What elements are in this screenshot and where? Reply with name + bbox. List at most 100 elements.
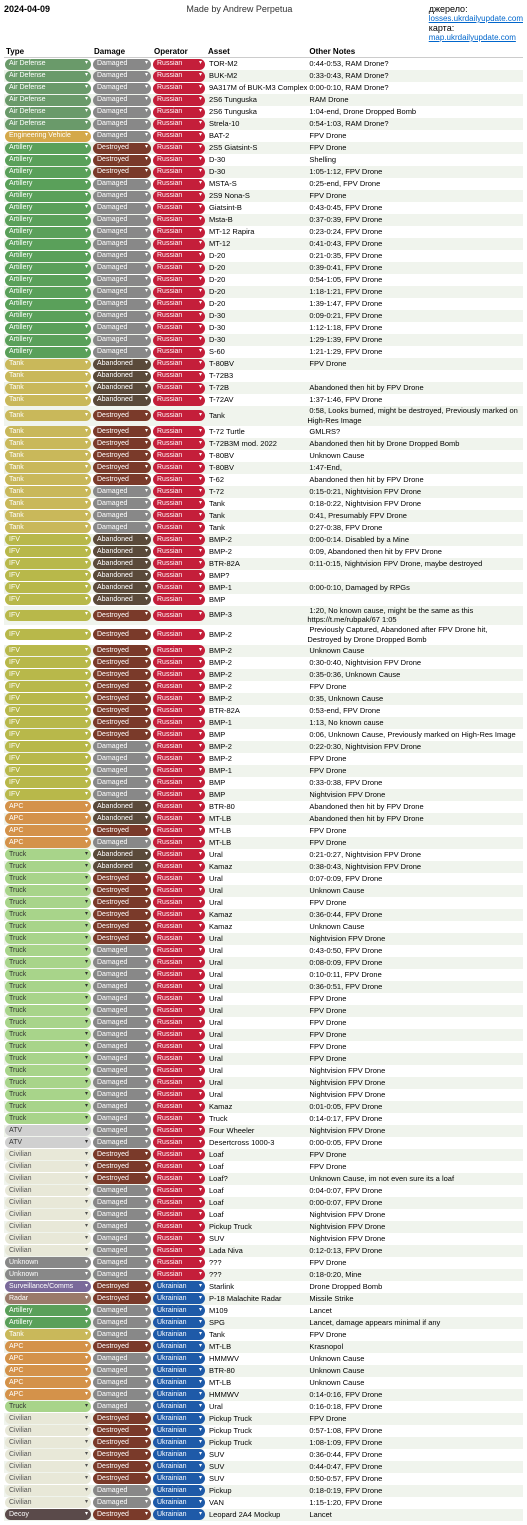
- operator-pill[interactable]: Russian▾: [153, 909, 205, 920]
- operator-pill[interactable]: Russian▾: [153, 311, 205, 322]
- damage-pill[interactable]: Damaged▾: [93, 1233, 151, 1244]
- operator-pill[interactable]: Russian▾: [153, 921, 205, 932]
- operator-pill[interactable]: Russian▾: [153, 1101, 205, 1112]
- damage-pill[interactable]: Destroyed▾: [93, 645, 151, 656]
- type-pill[interactable]: Civilian▾: [5, 1209, 91, 1220]
- type-pill[interactable]: Tank▾: [5, 474, 91, 485]
- type-pill[interactable]: IFV▾: [5, 546, 91, 557]
- damage-pill[interactable]: Damaged▾: [93, 287, 151, 298]
- operator-pill[interactable]: Russian▾: [153, 426, 205, 437]
- source-link[interactable]: losses.ukrdailyupdate.com: [429, 14, 523, 23]
- type-pill[interactable]: Air Defense▾: [5, 107, 91, 118]
- damage-pill[interactable]: Destroyed▾: [93, 873, 151, 884]
- damage-pill[interactable]: Destroyed▾: [93, 1473, 151, 1484]
- operator-pill[interactable]: Russian▾: [153, 510, 205, 521]
- damage-pill[interactable]: Destroyed▾: [93, 693, 151, 704]
- type-pill[interactable]: IFV▾: [5, 570, 91, 581]
- damage-pill[interactable]: Damaged▾: [93, 1365, 151, 1376]
- operator-pill[interactable]: Russian▾: [153, 522, 205, 533]
- operator-pill[interactable]: Russian▾: [153, 1221, 205, 1232]
- damage-pill[interactable]: Damaged▾: [93, 1125, 151, 1136]
- type-pill[interactable]: Civilian▾: [5, 1245, 91, 1256]
- type-pill[interactable]: Unknown▾: [5, 1257, 91, 1268]
- type-pill[interactable]: Tank▾: [5, 371, 91, 382]
- type-pill[interactable]: Tank▾: [5, 426, 91, 437]
- type-pill[interactable]: Truck▾: [5, 885, 91, 896]
- type-pill[interactable]: Artillery▾: [5, 251, 91, 262]
- type-pill[interactable]: ATV▾: [5, 1137, 91, 1148]
- operator-pill[interactable]: Ukrainian▾: [153, 1389, 205, 1400]
- operator-pill[interactable]: Russian▾: [153, 657, 205, 668]
- damage-pill[interactable]: Damaged▾: [93, 251, 151, 262]
- type-pill[interactable]: Artillery▾: [5, 227, 91, 238]
- type-pill[interactable]: Radar▾: [5, 1293, 91, 1304]
- operator-pill[interactable]: Russian▾: [153, 486, 205, 497]
- type-pill[interactable]: Civilian▾: [5, 1185, 91, 1196]
- damage-pill[interactable]: Damaged▾: [93, 486, 151, 497]
- type-pill[interactable]: IFV▾: [5, 645, 91, 656]
- damage-pill[interactable]: Damaged▾: [93, 789, 151, 800]
- damage-pill[interactable]: Destroyed▾: [93, 1449, 151, 1460]
- operator-pill[interactable]: Russian▾: [153, 371, 205, 382]
- operator-pill[interactable]: Russian▾: [153, 83, 205, 94]
- type-pill[interactable]: Artillery▾: [5, 1305, 91, 1316]
- operator-pill[interactable]: Russian▾: [153, 957, 205, 968]
- col-notes[interactable]: Other Notes: [307, 46, 523, 58]
- damage-pill[interactable]: Damaged▾: [93, 1089, 151, 1100]
- col-operator[interactable]: Operator: [152, 46, 206, 58]
- operator-pill[interactable]: Russian▾: [153, 498, 205, 509]
- operator-pill[interactable]: Russian▾: [153, 945, 205, 956]
- type-pill[interactable]: Truck▾: [5, 1101, 91, 1112]
- type-pill[interactable]: Civilian▾: [5, 1413, 91, 1424]
- operator-pill[interactable]: Russian▾: [153, 395, 205, 406]
- operator-pill[interactable]: Russian▾: [153, 582, 205, 593]
- damage-pill[interactable]: Destroyed▾: [93, 1173, 151, 1184]
- type-pill[interactable]: Truck▾: [5, 1077, 91, 1088]
- damage-pill[interactable]: Destroyed▾: [93, 825, 151, 836]
- damage-pill[interactable]: Damaged▾: [93, 1389, 151, 1400]
- operator-pill[interactable]: Ukrainian▾: [153, 1365, 205, 1376]
- operator-pill[interactable]: Russian▾: [153, 203, 205, 214]
- type-pill[interactable]: IFV▾: [5, 693, 91, 704]
- damage-pill[interactable]: Abandoned▾: [93, 546, 151, 557]
- type-pill[interactable]: Civilian▾: [5, 1221, 91, 1232]
- operator-pill[interactable]: Ukrainian▾: [153, 1377, 205, 1388]
- damage-pill[interactable]: Damaged▾: [93, 1353, 151, 1364]
- type-pill[interactable]: Tank▾: [5, 1329, 91, 1340]
- damage-pill[interactable]: Damaged▾: [93, 1005, 151, 1016]
- operator-pill[interactable]: Russian▾: [153, 1065, 205, 1076]
- damage-pill[interactable]: Destroyed▾: [93, 909, 151, 920]
- operator-pill[interactable]: Russian▾: [153, 861, 205, 872]
- operator-pill[interactable]: Russian▾: [153, 462, 205, 473]
- operator-pill[interactable]: Russian▾: [153, 801, 205, 812]
- type-pill[interactable]: APC▾: [5, 801, 91, 812]
- damage-pill[interactable]: Abandoned▾: [93, 570, 151, 581]
- operator-pill[interactable]: Russian▾: [153, 849, 205, 860]
- type-pill[interactable]: IFV▾: [5, 582, 91, 593]
- type-pill[interactable]: Truck▾: [5, 1065, 91, 1076]
- damage-pill[interactable]: Damaged▾: [93, 510, 151, 521]
- operator-pill[interactable]: Russian▾: [153, 1137, 205, 1148]
- damage-pill[interactable]: Damaged▾: [93, 1329, 151, 1340]
- type-pill[interactable]: ATV▾: [5, 1125, 91, 1136]
- damage-pill[interactable]: Abandoned▾: [93, 371, 151, 382]
- damage-pill[interactable]: Destroyed▾: [93, 717, 151, 728]
- operator-pill[interactable]: Russian▾: [153, 438, 205, 449]
- operator-pill[interactable]: Ukrainian▾: [153, 1353, 205, 1364]
- damage-pill[interactable]: Destroyed▾: [93, 705, 151, 716]
- damage-pill[interactable]: Destroyed▾: [93, 426, 151, 437]
- damage-pill[interactable]: Damaged▾: [93, 741, 151, 752]
- operator-pill[interactable]: Russian▾: [153, 645, 205, 656]
- type-pill[interactable]: Tank▾: [5, 498, 91, 509]
- type-pill[interactable]: APC▾: [5, 1377, 91, 1388]
- type-pill[interactable]: IFV▾: [5, 681, 91, 692]
- damage-pill[interactable]: Damaged▾: [93, 1197, 151, 1208]
- operator-pill[interactable]: Russian▾: [153, 813, 205, 824]
- operator-pill[interactable]: Russian▾: [153, 1233, 205, 1244]
- type-pill[interactable]: Truck▾: [5, 1005, 91, 1016]
- damage-pill[interactable]: Damaged▾: [93, 1401, 151, 1412]
- damage-pill[interactable]: Abandoned▾: [93, 558, 151, 569]
- damage-pill[interactable]: Destroyed▾: [93, 410, 151, 421]
- damage-pill[interactable]: Abandoned▾: [93, 582, 151, 593]
- damage-pill[interactable]: Damaged▾: [93, 1017, 151, 1028]
